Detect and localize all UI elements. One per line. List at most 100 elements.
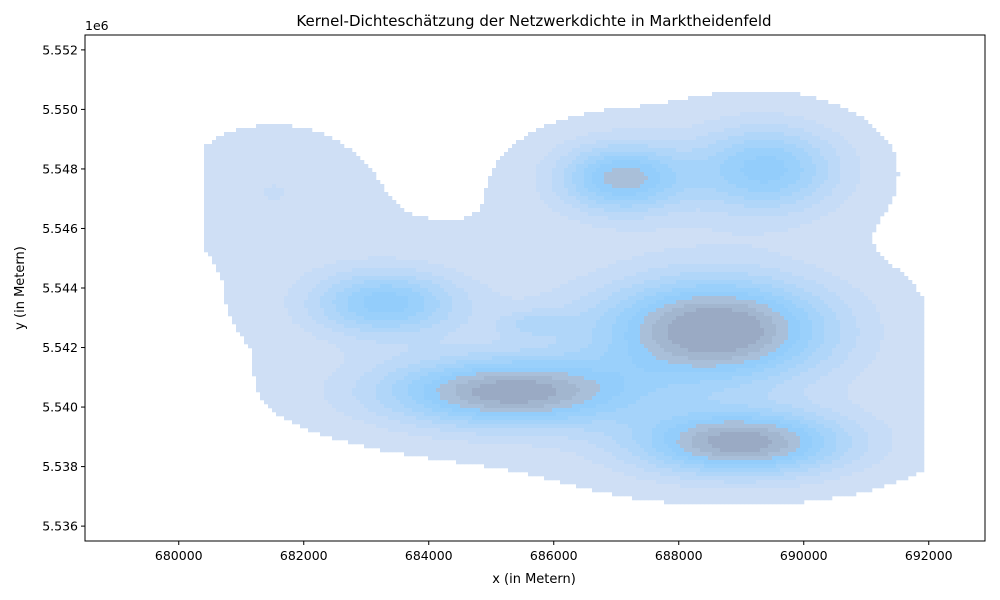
density-cell <box>244 200 249 205</box>
density-cell <box>756 204 761 209</box>
density-cell <box>656 152 661 157</box>
density-cell <box>688 192 693 197</box>
density-cell <box>660 176 665 181</box>
density-cell <box>208 152 213 157</box>
density-cell <box>292 156 297 161</box>
density-cell <box>596 168 601 173</box>
density-cell <box>600 132 605 137</box>
density-cell <box>552 232 557 237</box>
density-cell <box>624 108 629 113</box>
density-cell <box>588 228 593 233</box>
density-cell <box>232 164 237 169</box>
density-cell <box>832 156 837 161</box>
density-cell <box>580 152 585 157</box>
density-cell <box>820 228 825 233</box>
density-cell <box>788 172 793 177</box>
density-cell <box>652 164 657 169</box>
density-cell <box>804 188 809 193</box>
density-cell <box>264 232 269 237</box>
density-cell <box>260 140 265 145</box>
density-cell <box>232 184 237 189</box>
density-cell <box>732 216 737 221</box>
density-cell <box>848 188 853 193</box>
density-cell <box>252 244 257 249</box>
density-cell <box>272 168 277 173</box>
density-cell <box>588 116 593 121</box>
density-cell <box>284 200 289 205</box>
density-cell <box>276 168 281 173</box>
density-cell <box>368 192 373 197</box>
density-cell <box>868 180 873 185</box>
density-cell <box>760 236 765 241</box>
density-cell <box>700 172 705 177</box>
density-cell <box>600 176 605 181</box>
density-cell <box>288 248 293 253</box>
density-cell <box>716 196 721 201</box>
density-cell <box>276 164 281 169</box>
density-cell <box>352 228 357 233</box>
density-cell <box>512 180 517 185</box>
density-cell <box>828 124 833 129</box>
density-cell <box>396 220 401 225</box>
density-cell <box>360 192 365 197</box>
density-cell <box>604 228 609 233</box>
density-cell <box>552 240 557 245</box>
density-cell <box>824 120 829 125</box>
density-cell <box>768 164 773 169</box>
density-cell <box>236 216 241 221</box>
density-cell <box>584 160 589 165</box>
density-cell <box>232 200 237 205</box>
density-cell <box>832 120 837 125</box>
density-cell <box>292 128 297 133</box>
density-cell <box>840 228 845 233</box>
density-cell <box>804 148 809 153</box>
density-cell <box>744 220 749 225</box>
density-cell <box>884 200 889 205</box>
density-cell <box>508 152 513 157</box>
density-cell <box>360 196 365 201</box>
density-cell <box>712 244 717 249</box>
density-cell <box>808 124 813 129</box>
density-cell <box>696 128 701 133</box>
density-cell <box>476 228 481 233</box>
density-cell <box>524 148 529 153</box>
density-cell <box>872 148 877 153</box>
density-cell <box>608 204 613 209</box>
density-cell <box>604 116 609 121</box>
density-cell <box>696 104 701 109</box>
density-cell <box>228 208 233 213</box>
density-cell <box>304 172 309 177</box>
density-cell <box>300 236 305 241</box>
density-cell <box>764 168 769 173</box>
density-cell <box>368 248 373 253</box>
density-cell <box>764 184 769 189</box>
density-cell <box>284 132 289 137</box>
density-cell <box>336 236 341 241</box>
density-cell <box>324 208 329 213</box>
density-cell <box>608 132 613 137</box>
density-cell <box>764 208 769 213</box>
density-cell <box>704 124 709 129</box>
density-cell <box>544 180 549 185</box>
density-cell <box>452 240 457 245</box>
density-cell <box>704 140 709 145</box>
density-cell <box>876 184 881 189</box>
density-cell <box>792 204 797 209</box>
density-cell <box>508 232 513 237</box>
density-cell <box>748 192 753 197</box>
density-cell <box>360 224 365 229</box>
density-cell <box>788 232 793 237</box>
density-cell <box>328 152 333 157</box>
density-cell <box>240 176 245 181</box>
density-cell <box>580 124 585 129</box>
density-cell <box>708 216 713 221</box>
density-cell <box>588 196 593 201</box>
density-cell <box>808 152 813 157</box>
density-cell <box>412 224 417 229</box>
density-cell <box>760 196 765 201</box>
density-cell <box>340 220 345 225</box>
density-cell <box>628 180 633 185</box>
density-cell <box>668 128 673 133</box>
density-cell <box>788 92 793 97</box>
density-cell <box>248 236 253 241</box>
